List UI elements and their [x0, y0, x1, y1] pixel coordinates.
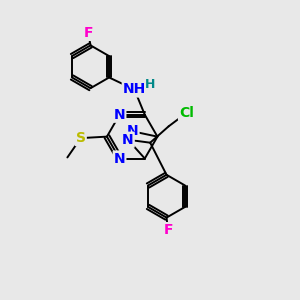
Text: N: N — [127, 124, 139, 138]
Text: Cl: Cl — [179, 106, 194, 120]
Text: N: N — [122, 133, 134, 147]
Text: NH: NH — [123, 82, 146, 97]
Text: F: F — [83, 26, 93, 40]
Text: S: S — [76, 131, 86, 145]
Text: N: N — [114, 152, 125, 166]
Text: F: F — [163, 223, 173, 237]
Text: H: H — [145, 78, 155, 91]
Text: N: N — [114, 108, 125, 122]
